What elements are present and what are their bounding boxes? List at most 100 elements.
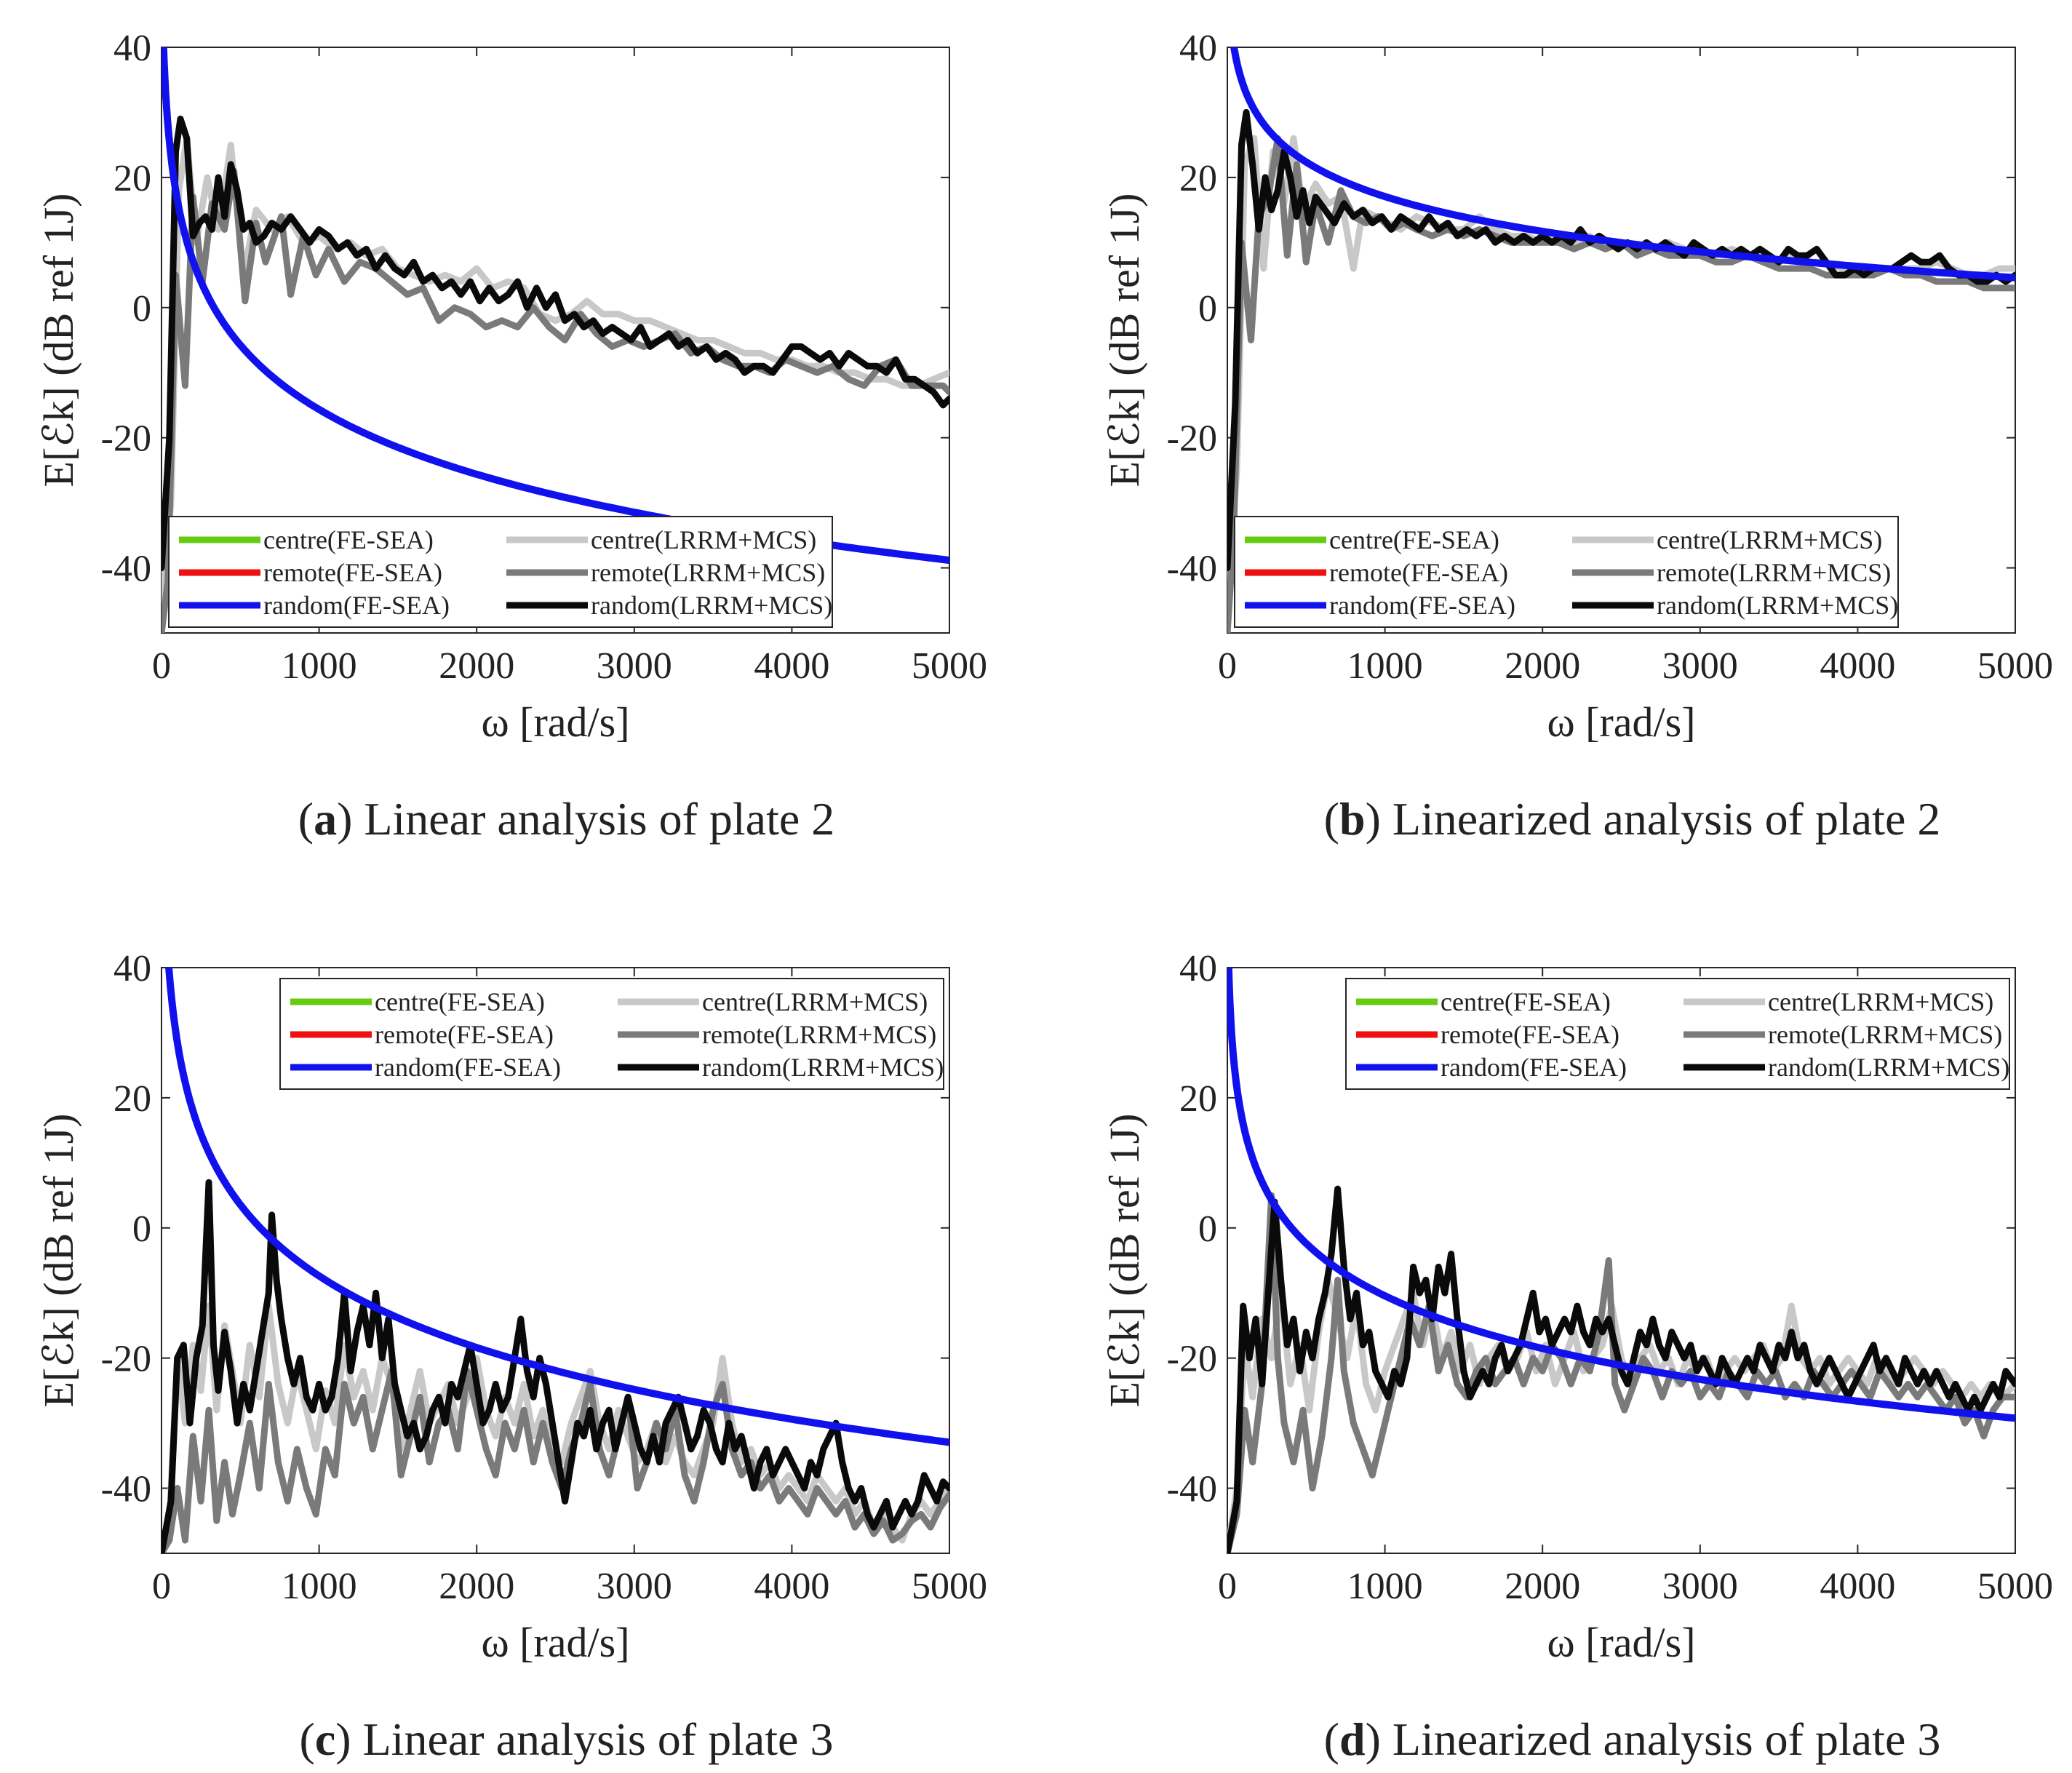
legend-label: centre(FE-SEA) [1329,525,1499,554]
legend-label: random(FE-SEA) [1441,1053,1627,1082]
panel-a: 0 1000 2000 3000 4000 5000 40 20 0 -20 -40 ω [rad/s… [35,28,987,845]
y-axis-label: E[ℰk] (dB ref 1J) [1101,194,1148,487]
legend-label: centre(FE-SEA) [1441,987,1611,1016]
x-axis-label: ω [rad/s] [1547,1619,1695,1666]
caption-close-paren: ) [337,793,364,845]
x-axis-label: ω [rad/s] [1547,698,1695,746]
x-tick-label: 3000 [1662,1566,1738,1607]
y-axis-label: E[ℰk] (dB ref 1J) [1101,1114,1148,1408]
legend-label: centre(LRRM+MCS) [1657,525,1882,554]
legend: centre(FE-SEA) remote(FE-SEA) random(FE-SE… [1234,516,1899,628]
panel-caption: (b) Linearized analysis of plate 2 [1324,793,1941,845]
legend-label: random(LRRM+MCS) [591,591,832,620]
legend-label: centre(LRRM+MCS) [591,525,816,554]
x-tick-label: 1000 [1347,645,1423,687]
series-line-fe-sea [1230,47,2015,282]
y-axis-label: E[ℰk] (dB ref 1J) [35,194,82,487]
y-axis-label: E[ℰk] (dB ref 1J) [35,1114,82,1408]
y-tick-label: 20 [113,158,151,199]
y-tick-label: 0 [1198,288,1217,330]
legend-label: remote(LRRM+MCS) [1657,558,1891,587]
y-tick-label: -40 [101,549,151,590]
caption-open-paren: ( [1324,793,1339,845]
x-tick-label: 5000 [1977,1566,2053,1607]
series-line-random-lrrm-mcs- [162,1179,949,1553]
y-tick-label: 40 [1179,28,1217,69]
caption-text: Linearized analysis of plate 2 [1392,793,1940,845]
x-tick-label: 0 [152,1566,171,1607]
legend-label: centre(LRRM+MCS) [702,987,928,1016]
legend-label: remote(FE-SEA) [1329,558,1508,587]
y-tick-label: -20 [1167,1339,1217,1380]
y-tick-label: 20 [1179,158,1217,199]
legend: centre(FE-SEA) remote(FE-SEA) random(FE-SE… [279,978,944,1090]
series-layer [162,968,949,1553]
legend: centre(FE-SEA) remote(FE-SEA) random(FE-SE… [168,516,833,628]
legend-label: centre(FE-SEA) [263,525,434,554]
legend-label: random(FE-SEA) [375,1053,561,1082]
y-tick-label: -40 [1167,549,1217,590]
y-tick-label: 0 [132,288,151,330]
x-tick-label: 1000 [1347,1566,1423,1607]
x-tick-label: 5000 [1977,645,2053,687]
x-tick-label: 2000 [439,645,514,687]
y-tick-label: 40 [113,948,151,989]
y-tick-label: 0 [1198,1208,1217,1250]
caption-open-paren: ( [1324,1713,1339,1765]
caption-close-paren: ) [1366,793,1392,845]
legend-box [1345,978,2010,1090]
x-tick-label: 0 [1218,645,1237,687]
x-tick-label: 0 [152,645,171,687]
x-tick-label: 2000 [1505,645,1580,687]
legend-label: remote(FE-SEA) [263,558,442,587]
x-tick-label: 1000 [282,645,357,687]
y-tick-label: -40 [101,1469,151,1510]
legend-label: random(LRRM+MCS) [1768,1053,2009,1082]
y-tick-label: 20 [1179,1078,1217,1120]
legend-label: centre(FE-SEA) [375,987,545,1016]
panel-caption: (d) Linearized analysis of plate 3 [1324,1713,1941,1765]
caption-tag: a [314,793,337,845]
x-tick-label: 5000 [912,645,987,687]
panel-c: 0 1000 2000 3000 4000 5000 40 20 0 -20 -40 ω [rad/s… [35,948,987,1765]
legend-label: random(FE-SEA) [263,591,450,620]
x-tick-label: 4000 [1820,645,1895,687]
caption-text: Linearized analysis of plate 3 [1392,1713,1940,1765]
caption-tag: d [1339,1713,1366,1765]
y-tick-label: -20 [101,418,151,460]
y-tick-label: -20 [1167,418,1217,460]
x-tick-label: 3000 [597,645,672,687]
x-axis-label: ω [rad/s] [481,1619,629,1666]
legend-box [1234,516,1899,628]
caption-text: Linear analysis of plate 3 [363,1713,834,1765]
legend-label: remote(FE-SEA) [375,1020,554,1049]
legend-label: remote(LRRM+MCS) [591,558,825,587]
legend: centre(FE-SEA) remote(FE-SEA) random(FE-SE… [1345,978,2010,1090]
caption-open-paren: ( [298,793,314,845]
caption-tag: b [1339,793,1366,845]
x-tick-label: 0 [1218,1566,1237,1607]
y-tick-label: -20 [101,1339,151,1380]
caption-close-paren: ) [1366,1713,1392,1765]
panel-caption: (a) Linear analysis of plate 2 [298,793,835,845]
series-line-fe-sea [1227,968,2015,1422]
legend-label: remote(LRRM+MCS) [1768,1020,2002,1049]
x-tick-label: 1000 [282,1566,357,1607]
x-tick-label: 4000 [1820,1566,1895,1607]
legend-label: random(LRRM+MCS) [1657,591,1898,620]
x-axis-label: ω [rad/s] [481,698,629,746]
legend-label: random(FE-SEA) [1329,591,1515,620]
x-tick-label: 4000 [754,1566,829,1607]
caption-close-paren: ) [335,1713,362,1765]
series-layer [1227,47,2015,633]
y-tick-label: 20 [113,1078,151,1120]
panel-d: 0 1000 2000 3000 4000 5000 40 20 0 -20 -40 ω [rad/s… [1101,948,2053,1765]
caption-tag: c [315,1713,335,1765]
series-layer [1227,968,2015,1553]
panel-caption: (c) Linear analysis of plate 3 [300,1713,834,1765]
caption-open-paren: ( [300,1713,315,1765]
legend-box [168,516,833,628]
series-line-remote-lrrm-mcs- [162,167,949,633]
panel-b: 0 1000 2000 3000 4000 5000 40 20 0 -20 -40 ω [rad/s… [1101,28,2053,845]
